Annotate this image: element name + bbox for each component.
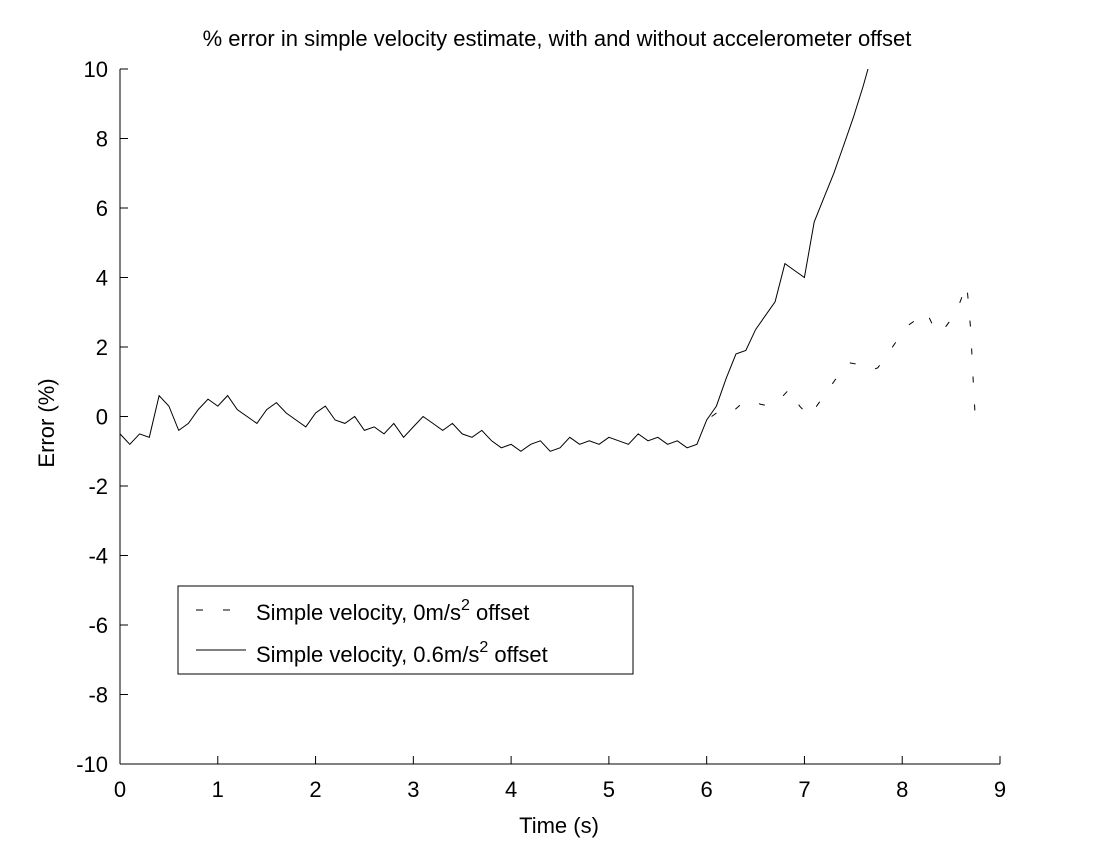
- y-tick-label: 8: [96, 127, 108, 152]
- x-tick-label: 7: [798, 777, 810, 802]
- x-axis-label: Time (s): [519, 813, 599, 838]
- x-tick-label: 0: [114, 777, 126, 802]
- y-tick-label: 0: [96, 405, 108, 430]
- y-tick-label: -6: [88, 613, 108, 638]
- x-tick-label: 5: [603, 777, 615, 802]
- chart-title: % error in simple velocity estimate, wit…: [203, 26, 912, 51]
- legend-box: [177, 585, 634, 675]
- x-tick-label: 6: [701, 777, 713, 802]
- x-tick-label: 2: [309, 777, 321, 802]
- x-tick-label: 1: [212, 777, 224, 802]
- y-tick-label: -4: [88, 544, 108, 569]
- y-tick-label: -2: [88, 474, 108, 499]
- x-tick-label: 8: [896, 777, 908, 802]
- series-line-solid: [119, 68, 869, 452]
- series-line-dashed: [711, 284, 977, 424]
- ticks: 0 1 2 3 4 5 6 7 8 9 10 8 6 4 2 0 -2 -4 -6 -8 -10: [76, 57, 1006, 802]
- y-tick-label: -10: [76, 752, 108, 777]
- y-tick-label: 10: [84, 57, 108, 82]
- legend-entry-dashed: Simple velocity, 0m/s2 offset: [256, 597, 529, 625]
- legend-entry-solid: Simple velocity, 0.6m/s2 offset: [256, 639, 548, 667]
- x-tick-label: 9: [994, 777, 1006, 802]
- legend: Simple velocity, 0m/s2 offset Simple vel…: [177, 585, 634, 675]
- series-layer: [119, 68, 977, 452]
- y-axis-label: Error (%): [34, 378, 59, 467]
- x-tick-label: 3: [407, 777, 419, 802]
- y-tick-label: 6: [96, 196, 108, 221]
- x-tick-label: 4: [505, 777, 517, 802]
- y-tick-label: 4: [96, 266, 108, 291]
- y-tick-label: -8: [88, 683, 108, 708]
- y-tick-label: 2: [96, 335, 108, 360]
